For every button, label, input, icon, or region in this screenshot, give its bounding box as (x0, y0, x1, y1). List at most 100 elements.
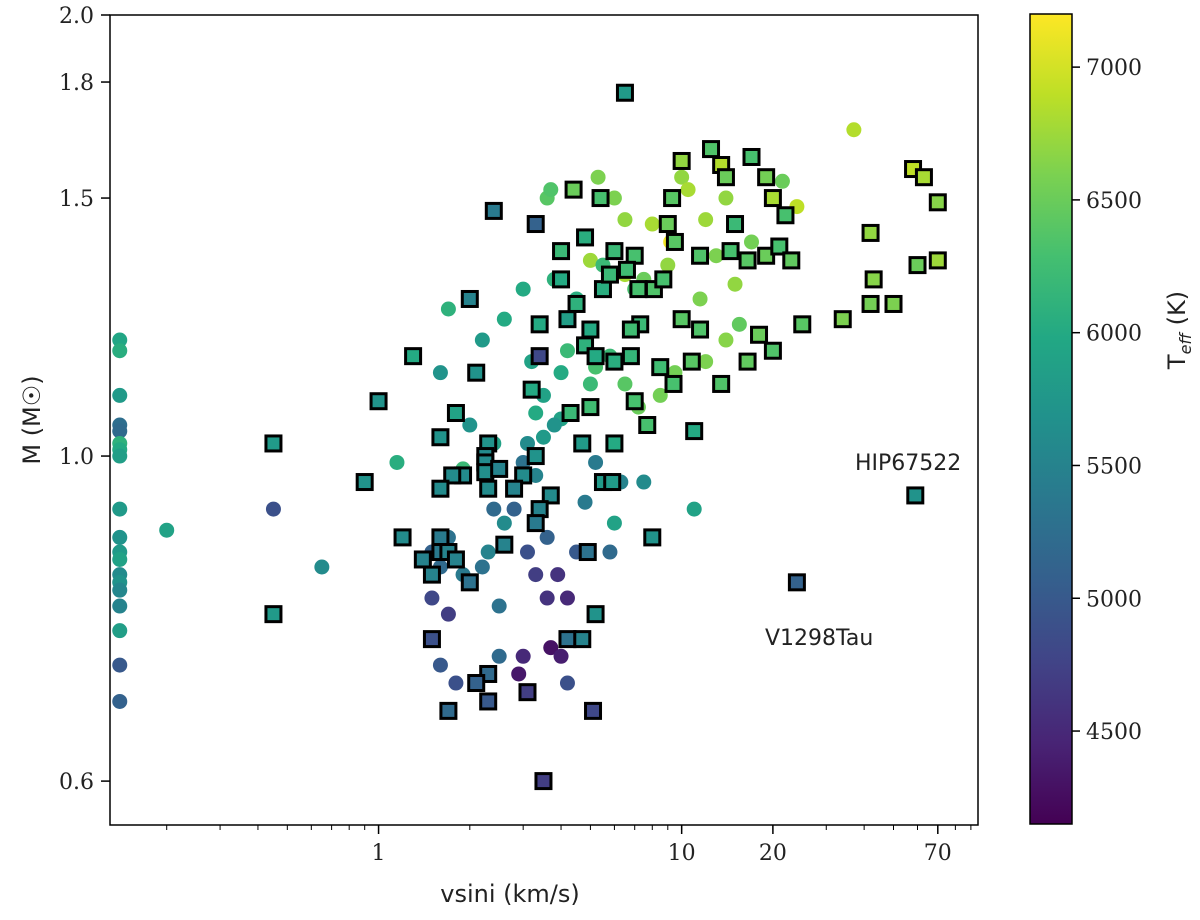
circle-point (582, 376, 598, 392)
square-point (672, 151, 691, 170)
square-point (757, 168, 776, 187)
square-point (439, 701, 458, 720)
square-point (638, 416, 657, 435)
square-point (654, 270, 673, 289)
circle-point (112, 693, 128, 709)
square-point (558, 630, 577, 649)
square-point (552, 270, 571, 289)
square-point (404, 347, 423, 366)
x-tick-label: 1 (372, 841, 386, 866)
square-point (518, 683, 537, 702)
square-point (621, 320, 640, 339)
square-point (479, 692, 498, 711)
circle-point (474, 332, 490, 348)
square-point (763, 189, 782, 208)
square-point (605, 242, 624, 261)
circle-point (491, 648, 507, 664)
circle-point (112, 387, 128, 403)
square-point (578, 543, 597, 562)
square-point (605, 434, 624, 453)
circle-point (686, 501, 702, 517)
square-point (460, 573, 479, 592)
circle-point (432, 365, 448, 381)
annotation-hip67522: HIP67522 (855, 451, 961, 476)
square-point (603, 473, 622, 492)
square-point (264, 605, 283, 624)
circle-point (486, 501, 502, 517)
y-tick-label: 1.5 (59, 187, 94, 212)
square-point (928, 251, 947, 270)
plot-frame (109, 14, 979, 826)
circle-point (577, 494, 593, 510)
circle-point (515, 281, 531, 297)
circle-point (480, 544, 496, 560)
colorbar-ticks: 4500 5000 5500 6000 6500 7000 (1072, 56, 1142, 745)
square-point (467, 363, 486, 382)
square-point (355, 473, 374, 492)
circle-point (727, 276, 743, 292)
circle-point (692, 291, 708, 307)
circle-point (652, 387, 668, 403)
circle-point (539, 529, 555, 545)
circle-point (744, 234, 760, 250)
y-tick-label: 2.0 (59, 4, 94, 29)
square-point (573, 434, 592, 453)
circle-point (698, 212, 714, 228)
square-point (776, 206, 795, 225)
circle-point (491, 598, 507, 614)
circle-point (731, 316, 747, 332)
square-point (422, 630, 441, 649)
square-point (526, 514, 545, 533)
square-point (514, 466, 533, 485)
circle-point (112, 529, 128, 545)
square-point (721, 242, 740, 261)
square-point (564, 180, 583, 199)
square-point (763, 341, 782, 360)
square-point (600, 265, 619, 284)
circle-point (440, 301, 456, 317)
circle-point (519, 544, 535, 560)
square-point (685, 422, 704, 441)
square-point (460, 289, 479, 308)
square-point (431, 528, 450, 547)
x-tick-label: 70 (924, 841, 952, 866)
square-point (757, 246, 776, 265)
colorbar-tick-label: 5500 (1086, 454, 1142, 479)
square-point (861, 223, 880, 242)
circle-point (314, 559, 330, 575)
square-point (712, 374, 731, 393)
square-point (664, 374, 683, 393)
square-point (530, 315, 549, 334)
square-point (908, 256, 927, 275)
annotations: HIP67522 V1298Tau (765, 451, 961, 651)
circle-point (602, 544, 618, 560)
square-point (530, 347, 549, 366)
square-point (593, 280, 612, 299)
square-point (617, 260, 636, 279)
colorbar-tick-label: 5000 (1086, 587, 1142, 612)
circle-point (496, 311, 512, 327)
circle-point (559, 343, 575, 359)
circle-point (550, 567, 566, 583)
square-point (413, 550, 432, 569)
circle-point (462, 417, 478, 433)
square-point (495, 535, 514, 554)
circle-point (774, 173, 790, 189)
square-point (833, 310, 852, 329)
square-point (665, 232, 684, 251)
square-point (369, 392, 388, 411)
square-point (738, 352, 757, 371)
square-point (393, 528, 412, 547)
circle-point (543, 182, 559, 198)
square-point (914, 168, 933, 187)
square-point (446, 550, 465, 569)
square-point (264, 434, 283, 453)
circle-point (660, 257, 676, 273)
square-point (552, 242, 571, 261)
square-point (576, 228, 595, 247)
square-point (490, 459, 509, 478)
circle-point (582, 252, 598, 268)
square-point (770, 237, 789, 256)
circle-point (432, 657, 448, 673)
